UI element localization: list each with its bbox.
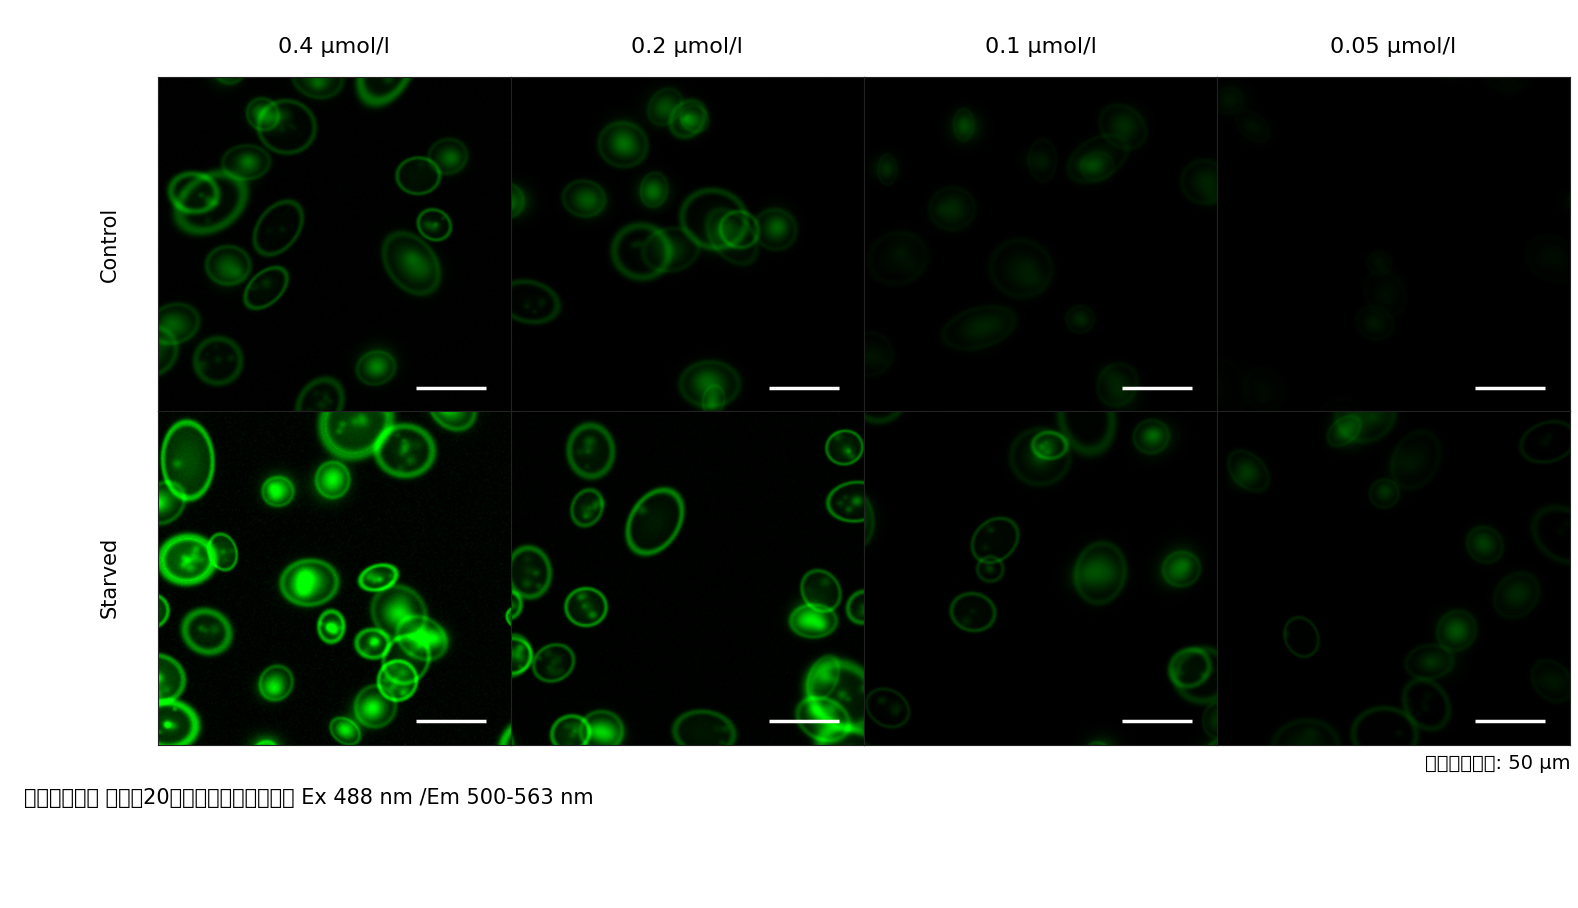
Text: ＜検出条件＞ 倍率：20倍　励起・蛍光波長： Ex 488 nm /Em 500-563 nm: ＜検出条件＞ 倍率：20倍 励起・蛍光波長： Ex 488 nm /Em 500… (24, 788, 593, 808)
Text: 0.05 μmol/l: 0.05 μmol/l (1330, 37, 1456, 57)
Text: Control: Control (99, 206, 120, 281)
Text: スケールバー: 50 μm: スケールバー: 50 μm (1425, 754, 1570, 773)
Text: 0.1 μmol/l: 0.1 μmol/l (985, 37, 1097, 57)
Text: Starved: Starved (99, 538, 120, 618)
Text: 0.2 μmol/l: 0.2 μmol/l (631, 37, 743, 57)
Text: 0.4 μmol/l: 0.4 μmol/l (278, 37, 390, 57)
